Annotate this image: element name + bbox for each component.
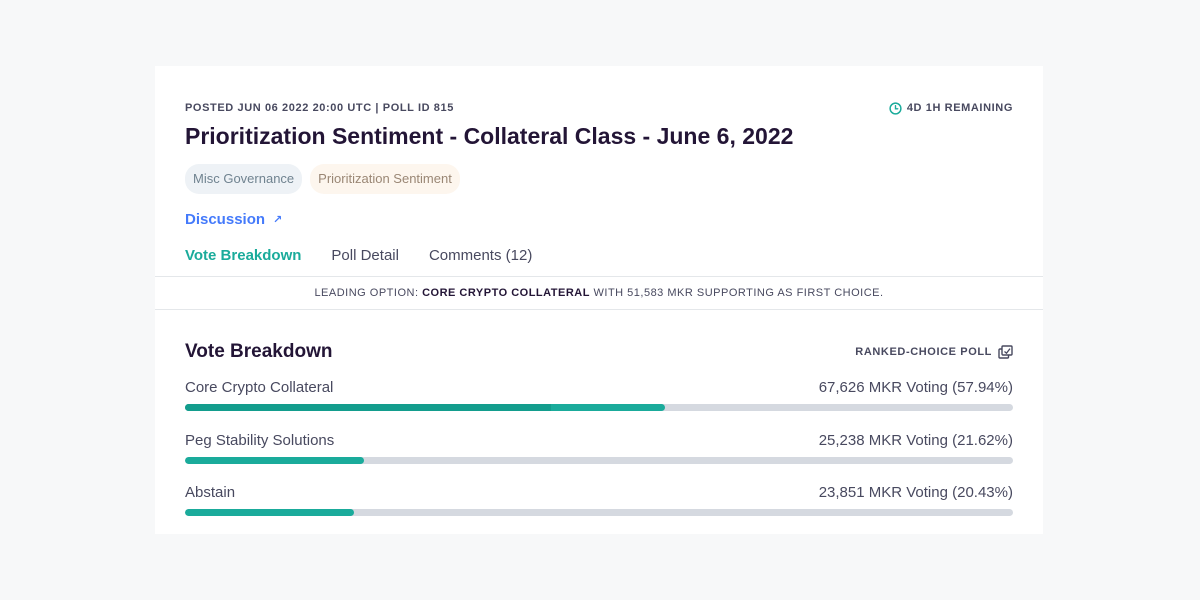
poll-meta: POSTED JUN 06 2022 20:00 UTC | POLL ID 8…: [185, 102, 454, 114]
tag-prioritization-sentiment[interactable]: Prioritization Sentiment: [310, 164, 460, 194]
time-remaining: 4D 1H REMAINING: [889, 101, 1013, 115]
vote-bar-track: [185, 509, 1013, 516]
tab-poll-detail[interactable]: Poll Detail: [331, 247, 399, 264]
leading-prefix: LEADING OPTION:: [314, 287, 419, 299]
tag-misc-governance[interactable]: Misc Governance: [185, 164, 303, 194]
time-remaining-label: 4D 1H REMAINING: [906, 102, 1013, 114]
option-result: 67,626 MKR Voting (57.94%): [818, 379, 1013, 396]
option-name: Abstain: [185, 484, 236, 501]
leading-suffix: WITH 51,583 MKR SUPPORTING AS FIRST CHOI…: [593, 287, 884, 299]
vote-breakdown-title: Vote Breakdown: [185, 341, 333, 362]
poll-meta-row: POSTED JUN 06 2022 20:00 UTC | POLL ID 8…: [185, 100, 1013, 116]
vote-bar-track: [185, 457, 1013, 464]
discussion-label: Discussion: [185, 211, 266, 228]
first-choice-bar-fill: [185, 404, 551, 411]
leading-option-name: CORE CRYPTO COLLATERAL: [422, 287, 590, 299]
vote-bar-track: [185, 404, 1013, 411]
vote-bar-fill: [185, 457, 364, 464]
vote-option: Core Crypto Collateral 67,626 MKR Voting…: [185, 379, 1013, 419]
tab-comments[interactable]: Comments (12): [428, 247, 533, 264]
option-result: 25,238 MKR Voting (21.62%): [818, 432, 1013, 449]
poll-type-label: RANKED-CHOICE POLL: [855, 346, 992, 358]
vote-option: Peg Stability Solutions 25,238 MKR Votin…: [185, 432, 1013, 472]
vote-option: Abstain 23,851 MKR Voting (20.43%): [185, 484, 1013, 524]
external-link-icon: ↗: [273, 214, 283, 226]
poll-title: Prioritization Sentiment - Collateral Cl…: [185, 123, 794, 149]
option-result: 23,851 MKR Voting (20.43%): [818, 484, 1013, 501]
ranked-choice-indicator: RANKED-CHOICE POLL: [855, 345, 1013, 359]
ranked-choice-icon: [998, 345, 1013, 359]
option-name: Core Crypto Collateral: [185, 379, 334, 396]
leading-option-banner: LEADING OPTION: CORE CRYPTO COLLATERAL W…: [155, 287, 1043, 299]
discussion-link[interactable]: Discussion ↗: [185, 211, 282, 228]
poll-card: POSTED JUN 06 2022 20:00 UTC | POLL ID 8…: [155, 66, 1043, 534]
vote-bar-fill: [185, 509, 355, 516]
clock-icon: [889, 101, 902, 115]
poll-tabs: Vote Breakdown Poll Detail Comments (12): [185, 247, 532, 264]
tab-vote-breakdown[interactable]: Vote Breakdown: [185, 247, 302, 264]
banner-divider: [155, 309, 1043, 310]
tag-list: Misc Governance Prioritization Sentiment: [185, 164, 460, 194]
option-name: Peg Stability Solutions: [185, 432, 335, 449]
tabs-divider: [155, 276, 1043, 277]
